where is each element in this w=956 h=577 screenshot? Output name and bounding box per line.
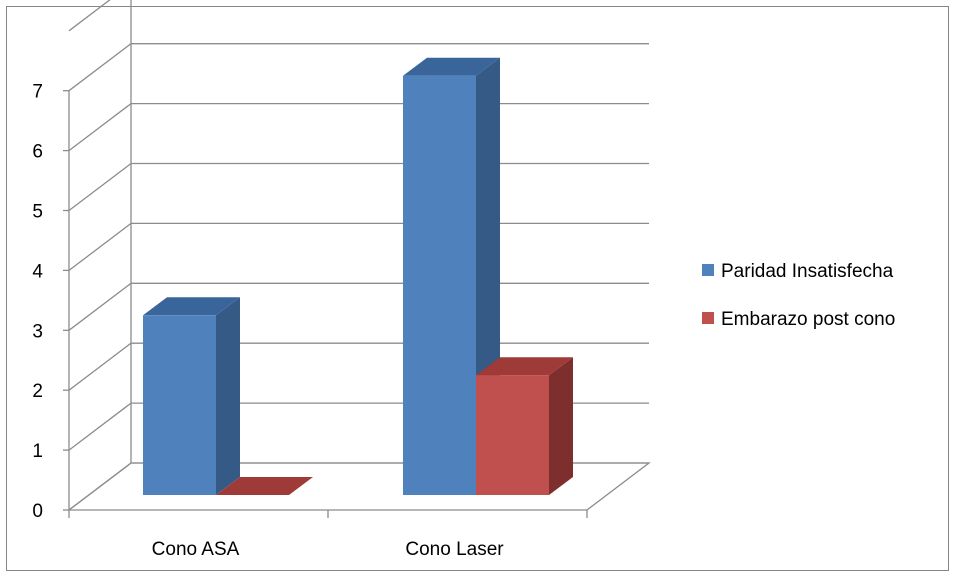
y-tick-label: 4 (32, 261, 43, 282)
bar-front-face (143, 315, 216, 495)
y-tick-label: 7 (32, 82, 43, 103)
x-category-label: Cono ASA (152, 539, 240, 560)
legend: Paridad Insatisfecha Embarazo post cono (702, 261, 895, 330)
bar-top-face (216, 477, 313, 495)
legend-label: Paridad Insatisfecha (721, 261, 894, 282)
y-tick-label: 2 (32, 381, 43, 402)
y-axis-tick-labels: 0 1 2 3 4 5 6 7 (32, 82, 43, 522)
gridline (68, 43, 649, 92)
y-tick-label: 3 (32, 321, 43, 342)
x-axis-category-labels: Cono ASA Cono Laser (152, 539, 505, 560)
bar-side-face (549, 357, 573, 495)
y-tick-label: 6 (32, 142, 43, 163)
legend-label: Embarazo post cono (721, 309, 895, 330)
bar-top-face (143, 297, 240, 316)
y-tick-label: 5 (32, 202, 43, 223)
legend-swatch (702, 264, 714, 276)
legend-swatch (702, 312, 714, 324)
legend-entry: Embarazo post cono (702, 309, 895, 330)
axes (63, 90, 588, 518)
bar-embarazo-post-cono-cono-asa (216, 477, 313, 495)
gridline (68, 102, 649, 152)
legend-entry: Paridad Insatisfecha (702, 261, 894, 282)
bar-top-face (403, 57, 500, 76)
x-category-label: Cono Laser (405, 539, 504, 560)
bar-paridad-insatisfecha-cono-asa (143, 297, 240, 495)
gridline (68, 162, 649, 212)
bar-front-face (403, 75, 476, 495)
y-tick-label: 0 (32, 501, 43, 522)
bar-embarazo-post-cono-cono-laser (476, 357, 573, 495)
bars (143, 57, 573, 495)
bar-top-face (476, 357, 573, 376)
y-tick-label: 1 (32, 441, 43, 462)
bar-front-face (476, 375, 549, 495)
gridline (68, 222, 649, 271)
gridline (68, 0, 111, 32)
bar-side-face (216, 297, 240, 495)
